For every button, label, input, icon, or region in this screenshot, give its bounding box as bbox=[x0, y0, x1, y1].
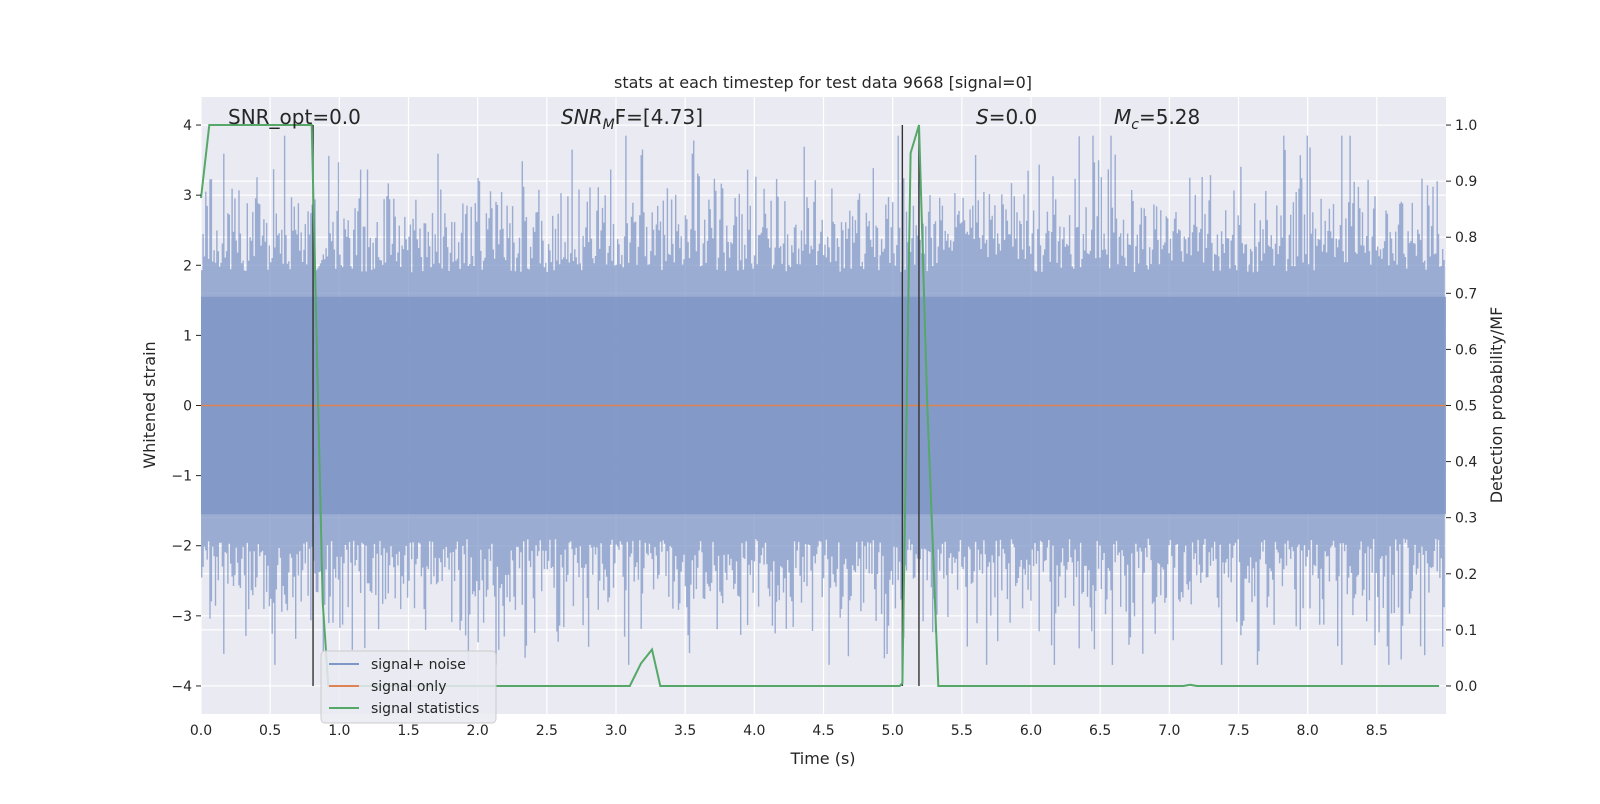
annotation-snr-opt: SNR_opt=0.0 bbox=[228, 105, 361, 129]
y-tick-label: 1 bbox=[183, 328, 192, 344]
y-right-tick-label: 0.2 bbox=[1455, 567, 1477, 583]
x-tick-label: 5.0 bbox=[882, 723, 904, 739]
signal-statistics-line bbox=[200, 124, 1440, 687]
x-tick-label: 0.5 bbox=[259, 723, 281, 739]
y-tick-label: 2 bbox=[183, 258, 192, 274]
x-axis-label: Time (s) bbox=[789, 749, 855, 768]
legend: signal+ noise signal only signal statist… bbox=[320, 650, 497, 724]
x-tick-label: 2.5 bbox=[536, 723, 558, 739]
legend-label-signal-only: signal only bbox=[371, 679, 446, 695]
x-tick-label: 3.0 bbox=[605, 723, 627, 739]
y-tick-label: −1 bbox=[171, 469, 192, 485]
annotation-mc-sub: c bbox=[1131, 117, 1139, 133]
annotation-s: S=0.0 bbox=[976, 105, 1037, 129]
y-tick-label: 4 bbox=[183, 118, 192, 134]
y-right-tick-label: 0.9 bbox=[1455, 174, 1477, 190]
legend-box bbox=[320, 650, 497, 724]
x-tick-label: 7.5 bbox=[1227, 723, 1249, 739]
x-tick-label: 1.0 bbox=[328, 723, 350, 739]
y-right-tick-label: 0.0 bbox=[1455, 679, 1477, 695]
x-tick-label: 7.0 bbox=[1158, 723, 1180, 739]
annotation-s-tail: =0.0 bbox=[989, 105, 1038, 129]
annotation-mc-tail: =5.28 bbox=[1139, 105, 1200, 129]
legend-label-signal-statistics: signal statistics bbox=[371, 701, 479, 717]
y-axis-label: Whitened strain bbox=[140, 341, 159, 468]
y-right-tick-label: 0.1 bbox=[1455, 623, 1477, 639]
y-right-tick-label: 0.8 bbox=[1455, 230, 1477, 246]
x-tick-label: 1.5 bbox=[397, 723, 419, 739]
x-tick-label: 5.5 bbox=[951, 723, 973, 739]
y-tick-label: −3 bbox=[171, 609, 192, 625]
y-tick-label: 0 bbox=[183, 399, 192, 415]
y-axis-ticks: 4 3 2 1 0 −1 −2 −3 −4 bbox=[171, 118, 201, 695]
y-right-axis-ticks: 1.0 0.9 0.8 0.7 0.6 0.5 0.4 0.3 0.2 0.1 0.0 bbox=[1446, 118, 1477, 695]
y-tick-label: 3 bbox=[183, 188, 192, 204]
x-tick-label: 0.0 bbox=[190, 723, 212, 739]
annotation-snr-mf-tail: F=[4.73] bbox=[615, 105, 703, 129]
x-tick-label: 8.5 bbox=[1366, 723, 1388, 739]
annotation-snr-mf-sub: M bbox=[603, 117, 615, 133]
annotation-s-main: S bbox=[976, 105, 989, 129]
chart-title: stats at each timestep for test data 966… bbox=[614, 73, 1032, 92]
x-tick-label: 3.5 bbox=[674, 723, 696, 739]
y-tick-label: −4 bbox=[171, 679, 192, 695]
x-tick-label: 8.0 bbox=[1297, 723, 1319, 739]
y-right-tick-label: 0.7 bbox=[1455, 286, 1477, 302]
annotation-snr-mf: SNRMF=[4.73] bbox=[561, 105, 703, 133]
annotation-mc: Mc=5.28 bbox=[1114, 105, 1200, 133]
y-right-tick-label: 0.3 bbox=[1455, 511, 1477, 527]
annotation-snr-mf-main: SNR bbox=[561, 105, 603, 129]
x-tick-label: 6.5 bbox=[1089, 723, 1111, 739]
y-right-tick-label: 0.4 bbox=[1455, 455, 1477, 471]
series-signal-statistics bbox=[200, 124, 1440, 687]
x-tick-label: 4.5 bbox=[812, 723, 834, 739]
x-tick-label: 2.0 bbox=[467, 723, 489, 739]
y-right-tick-label: 0.6 bbox=[1455, 342, 1477, 358]
x-tick-label: 6.0 bbox=[1020, 723, 1042, 739]
annotation-mc-main: M bbox=[1114, 105, 1131, 129]
y-right-axis-label: Detection probability/MF bbox=[1487, 307, 1506, 504]
legend-label-signal-noise: signal+ noise bbox=[371, 657, 466, 673]
x-tick-label: 4.0 bbox=[743, 723, 765, 739]
y-right-tick-label: 0.5 bbox=[1455, 399, 1477, 415]
x-axis-ticks: 0.0 0.5 1.0 1.5 2.0 2.5 3.0 3.5 4.0 4.5 5.0 5.5 6.0 6… bbox=[190, 723, 1388, 739]
y-right-tick-label: 1.0 bbox=[1455, 118, 1477, 134]
y-tick-label: −2 bbox=[171, 539, 192, 555]
